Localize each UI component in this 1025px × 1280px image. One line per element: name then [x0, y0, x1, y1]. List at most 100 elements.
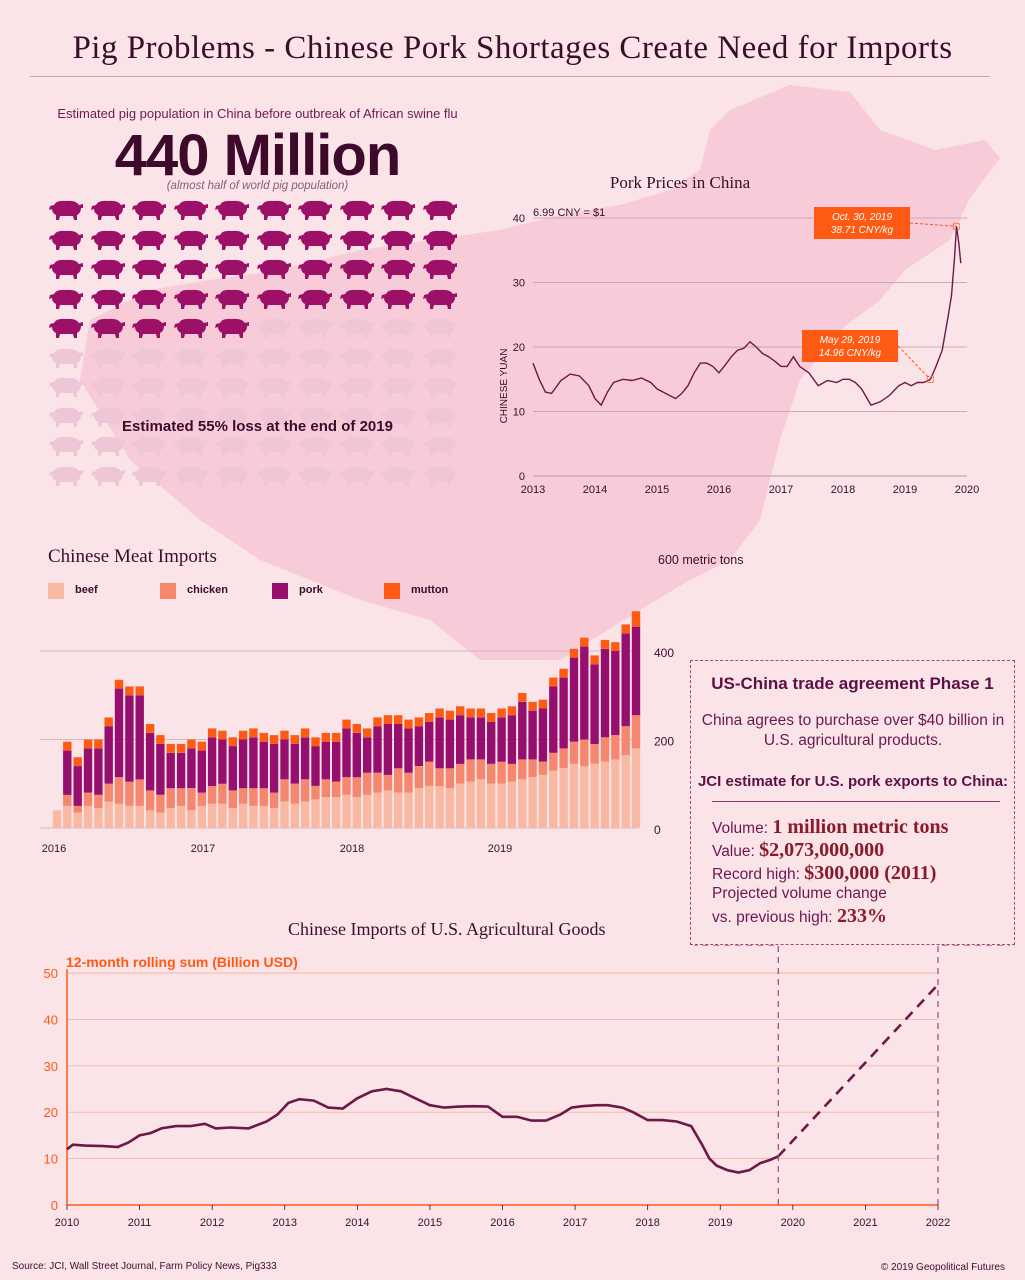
bar-pork — [476, 717, 486, 760]
pig-icon — [422, 318, 457, 338]
pig-icon — [215, 259, 249, 279]
bar-chicken — [332, 781, 341, 797]
bar-mutton — [228, 737, 237, 747]
bar-mutton — [207, 728, 217, 738]
bar-mutton — [559, 668, 568, 678]
bar-pork — [269, 743, 279, 793]
bar-chicken — [145, 790, 155, 811]
pig-icon — [132, 289, 166, 309]
bar-beef — [631, 748, 641, 828]
bar-pork — [187, 748, 196, 789]
pig-icon — [339, 407, 374, 427]
pig-icon — [339, 466, 374, 486]
bar-chicken — [73, 805, 82, 813]
pork-chart-ylabel: CHINESE YUAN — [499, 349, 510, 424]
bar-beef — [559, 768, 568, 828]
pig-icon — [422, 466, 457, 486]
pork-chart-x-axis: 2013 2014 2015 2016 2017 2018 2019 2020 — [521, 484, 979, 496]
legend-swatch — [160, 583, 176, 599]
bar-beef — [487, 783, 496, 829]
trade-agreement-box — [690, 660, 1015, 945]
bar-beef — [52, 810, 62, 828]
pig-icon — [173, 348, 208, 368]
bar-beef — [569, 763, 579, 828]
ag-x-tick: 2022 — [926, 1217, 950, 1229]
bar-beef — [600, 761, 610, 828]
bar-chicken — [249, 788, 258, 806]
bar-beef — [549, 770, 558, 828]
title-divider — [30, 76, 990, 77]
bar-mutton — [497, 708, 506, 718]
annotation-leader — [897, 345, 931, 380]
bar-pork — [538, 708, 548, 762]
pig-icon — [256, 466, 291, 486]
bar-mutton — [280, 730, 289, 740]
bar-pork — [497, 717, 506, 762]
bar-pork — [135, 695, 144, 780]
bar-mutton — [187, 739, 196, 749]
pig-icon — [49, 289, 83, 309]
pig-icon — [381, 377, 415, 397]
trade-box-jci-heading: JCI estimate for U.S. pork exports to Ch… — [697, 773, 1009, 790]
trade-previous-high: vs. previous high: 233% — [712, 905, 887, 927]
bar-chicken — [176, 788, 186, 806]
bar-chicken — [476, 759, 486, 780]
pig-icon — [422, 407, 457, 427]
bar-mutton — [332, 732, 341, 742]
pig-icon — [173, 377, 208, 397]
pig-icon — [256, 348, 291, 368]
pig-icon — [256, 230, 291, 250]
annotation-may-2019: May 29, 2019 14.96 CNY/kg — [802, 330, 934, 384]
guide-right — [937, 945, 1010, 1205]
bar-chicken — [321, 779, 330, 797]
pig-icon — [173, 230, 208, 250]
annotation-oct-2019: Oct. 30, 2019 38.71 CNY/kg — [814, 207, 960, 239]
bar-beef — [425, 786, 434, 828]
ag-chart-y-axis: 0 10 20 30 40 50 — [44, 966, 58, 1213]
pig-icon — [339, 318, 374, 338]
legend-swatch — [48, 583, 64, 599]
pig-icon — [132, 407, 166, 427]
bar-mutton — [249, 728, 258, 738]
bar-chicken — [114, 777, 124, 804]
meat-chart-x-axis: 2016 2017 2018 2019 — [42, 843, 512, 855]
pig-icon — [215, 348, 249, 368]
bar-pork — [487, 721, 496, 764]
ag-chart-x-axis: 2010 2011 2012 2013 2014 2015 2016 2017 2018 2019… — [55, 1205, 950, 1229]
ag-imports-chart: 12-month rolling sum (Billion USD) 0 10 20… — [44, 945, 1010, 1229]
ag-y-tick: 0 — [51, 1198, 58, 1213]
bar-chicken — [83, 792, 93, 806]
ag-actual-line — [66, 1087, 779, 1174]
bar-beef — [218, 803, 227, 828]
bar-mutton — [600, 639, 610, 649]
bar-pork — [383, 724, 393, 775]
bar-mutton — [114, 679, 124, 689]
pig-icon — [381, 200, 415, 220]
bar-mutton — [538, 699, 548, 709]
bar-chicken — [394, 768, 403, 793]
bar-mutton — [321, 732, 330, 742]
bar-mutton — [435, 708, 444, 718]
bar-beef — [104, 801, 113, 828]
bar-mutton — [507, 706, 517, 716]
pig-icon — [215, 318, 249, 338]
bar-beef — [321, 797, 330, 828]
bar-pork — [456, 715, 465, 764]
bar-beef — [394, 792, 403, 828]
bar-beef — [528, 777, 537, 828]
bar-mutton — [549, 677, 558, 687]
pork-x-tick: 2014 — [583, 484, 607, 496]
pig-icon — [215, 466, 249, 486]
pig-icon — [381, 466, 415, 486]
bar-chicken — [290, 783, 299, 804]
pig-icon — [422, 200, 457, 220]
bar-beef — [228, 808, 237, 828]
pig-icon — [256, 436, 291, 456]
bar-pork — [290, 743, 299, 784]
meat-x-tick: 2017 — [191, 843, 215, 855]
bar-pork — [559, 677, 568, 749]
bar-mutton — [238, 730, 248, 740]
annotation-box — [814, 207, 910, 239]
pig-icon — [49, 407, 83, 427]
bar-chicken — [518, 759, 527, 780]
